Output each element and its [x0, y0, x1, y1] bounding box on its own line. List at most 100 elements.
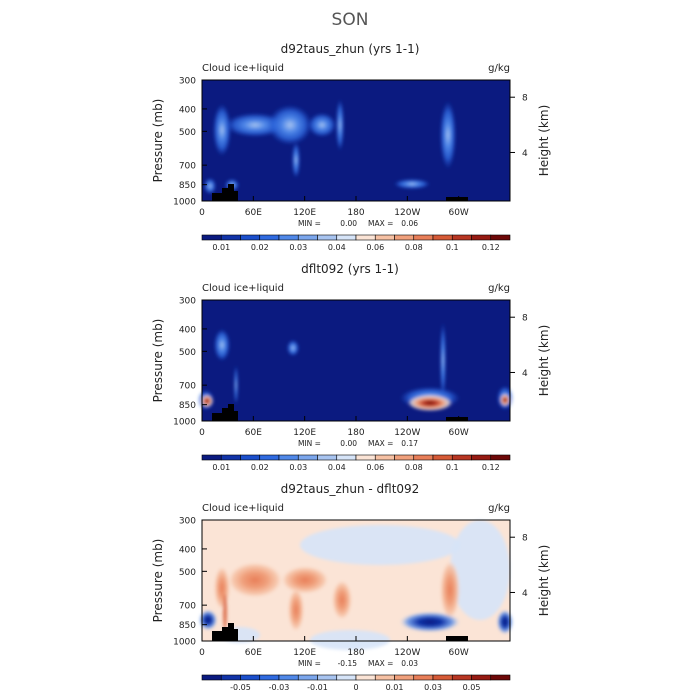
y2-tick-label: 8 — [522, 94, 528, 104]
stat-min-value: -0.15 — [338, 659, 358, 668]
panel-title: d92taus_zhun - dflt092 — [281, 482, 420, 496]
field-blob — [288, 588, 304, 632]
colorbar-label: 0 — [353, 683, 358, 692]
stat-max-label: MAX = — [368, 219, 393, 228]
terrain — [212, 623, 468, 641]
y2-tick-label: 8 — [522, 314, 528, 324]
terrain-block — [446, 417, 468, 421]
x-tick-label: 60W — [448, 208, 468, 218]
colorbar-swatch — [413, 454, 434, 461]
colorbar-swatch — [259, 674, 280, 681]
terrain-block — [212, 193, 226, 201]
x-tick-label: 60W — [448, 648, 468, 658]
colorbar-swatch — [336, 674, 357, 681]
terrain-block — [234, 629, 238, 641]
colorbar-label: 0.12 — [482, 243, 500, 252]
units-label: g/kg — [488, 503, 510, 514]
colorbar-swatch — [240, 234, 261, 241]
field-max — [408, 395, 452, 411]
terrain-block — [228, 404, 234, 421]
y-tick-label: 300 — [179, 77, 196, 87]
stat-min-label: MIN = — [298, 219, 321, 228]
panel-1: d92taus_zhun (yrs 1-1) Cloud ice+liquid g/… — [151, 42, 551, 252]
stat-min-label: MIN = — [298, 439, 321, 448]
terrain — [212, 404, 468, 421]
units-label: g/kg — [488, 63, 510, 74]
field-blob — [214, 329, 230, 361]
colorbar-swatch — [432, 454, 453, 461]
field-blob — [214, 566, 230, 610]
colorbar-swatch — [336, 454, 357, 461]
colorbar-swatch — [297, 454, 318, 461]
y-axis-label: Pressure (mb) — [151, 319, 165, 403]
colorbar-label: 0.1 — [446, 463, 459, 472]
colorbar-swatch — [259, 234, 280, 241]
x-tick-label: 120W — [394, 428, 420, 438]
colorbar-label: 0.02 — [251, 463, 269, 472]
colorbar-label: 0.08 — [405, 463, 423, 472]
y-tick-label: 850 — [179, 401, 196, 411]
terrain-block — [222, 627, 228, 641]
terrain-block — [234, 191, 238, 201]
field-blob — [227, 562, 283, 598]
contour-field — [198, 322, 513, 411]
stat-min-label: MIN = — [298, 659, 321, 668]
colorbar-swatch — [355, 234, 376, 241]
stat-max-value: 0.17 — [401, 439, 418, 448]
terrain-block — [228, 623, 234, 641]
colorbar-swatch — [394, 674, 415, 681]
x-tick-label: 120E — [293, 208, 316, 218]
panel-2: dflt092 (yrs 1-1) Cloud ice+liquid g/kg 300… — [151, 262, 551, 472]
contour-field — [204, 99, 456, 194]
colorbar-swatch — [220, 454, 241, 461]
x-tick-label: 0 — [199, 428, 205, 438]
y-tick-label: 300 — [179, 297, 196, 307]
field-blob — [213, 104, 231, 156]
field-max — [201, 395, 213, 407]
colorbar-swatch — [355, 674, 376, 681]
colorbar-swatch — [355, 454, 376, 461]
colorbar-label: 0.06 — [366, 463, 384, 472]
colorbar-label: -0.01 — [307, 683, 328, 692]
y-tick-label: 400 — [179, 325, 196, 335]
colorbar-label: 0.04 — [328, 243, 346, 252]
contour-field — [199, 520, 513, 650]
colorbar-swatch — [451, 234, 472, 241]
terrain-block — [446, 197, 468, 201]
colorbar-label: 0.1 — [446, 243, 459, 252]
colorbar-label: 0.03 — [424, 683, 442, 692]
field-min — [497, 610, 513, 634]
x-tick-label: 120W — [394, 208, 420, 218]
x-tick-label: 120E — [293, 648, 316, 658]
y-tick-label: 850 — [179, 181, 196, 191]
stat-max-value: 0.03 — [401, 659, 418, 668]
field-blob — [450, 520, 510, 620]
x-tick-label: 120W — [394, 648, 420, 658]
colorbar: -0.05 -0.03 -0.01 0 0.01 0.03 0.05 — [201, 674, 511, 692]
colorbar-label: 0.03 — [289, 243, 307, 252]
terrain-block — [228, 184, 234, 201]
field-blob — [281, 566, 329, 594]
colorbar-swatch — [432, 674, 453, 681]
colorbar-swatch — [394, 454, 415, 461]
panel-title: d92taus_zhun (yrs 1-1) — [281, 42, 420, 56]
colorbar-label: 0.01 — [386, 683, 404, 692]
y-tick-label: 500 — [179, 348, 196, 358]
colorbar-swatch — [490, 454, 511, 461]
y2-axis-label: Height (km) — [537, 105, 551, 176]
colorbar-swatch — [451, 454, 472, 461]
field-blob — [234, 365, 238, 405]
y2-axis-label: Height (km) — [537, 545, 551, 616]
stat-max-label: MAX = — [368, 439, 393, 448]
terrain-block — [222, 188, 228, 201]
colorbar-swatch — [278, 234, 299, 241]
terrain-block — [222, 408, 228, 421]
colorbar-label: -0.03 — [269, 683, 290, 692]
field-label: Cloud ice+liquid — [202, 63, 284, 74]
colorbar-swatch — [278, 454, 299, 461]
colorbar-label: 0.01 — [212, 463, 230, 472]
terrain-block — [234, 411, 238, 421]
stat-min-value: 0.00 — [340, 219, 357, 228]
colorbar-swatch — [201, 234, 222, 241]
